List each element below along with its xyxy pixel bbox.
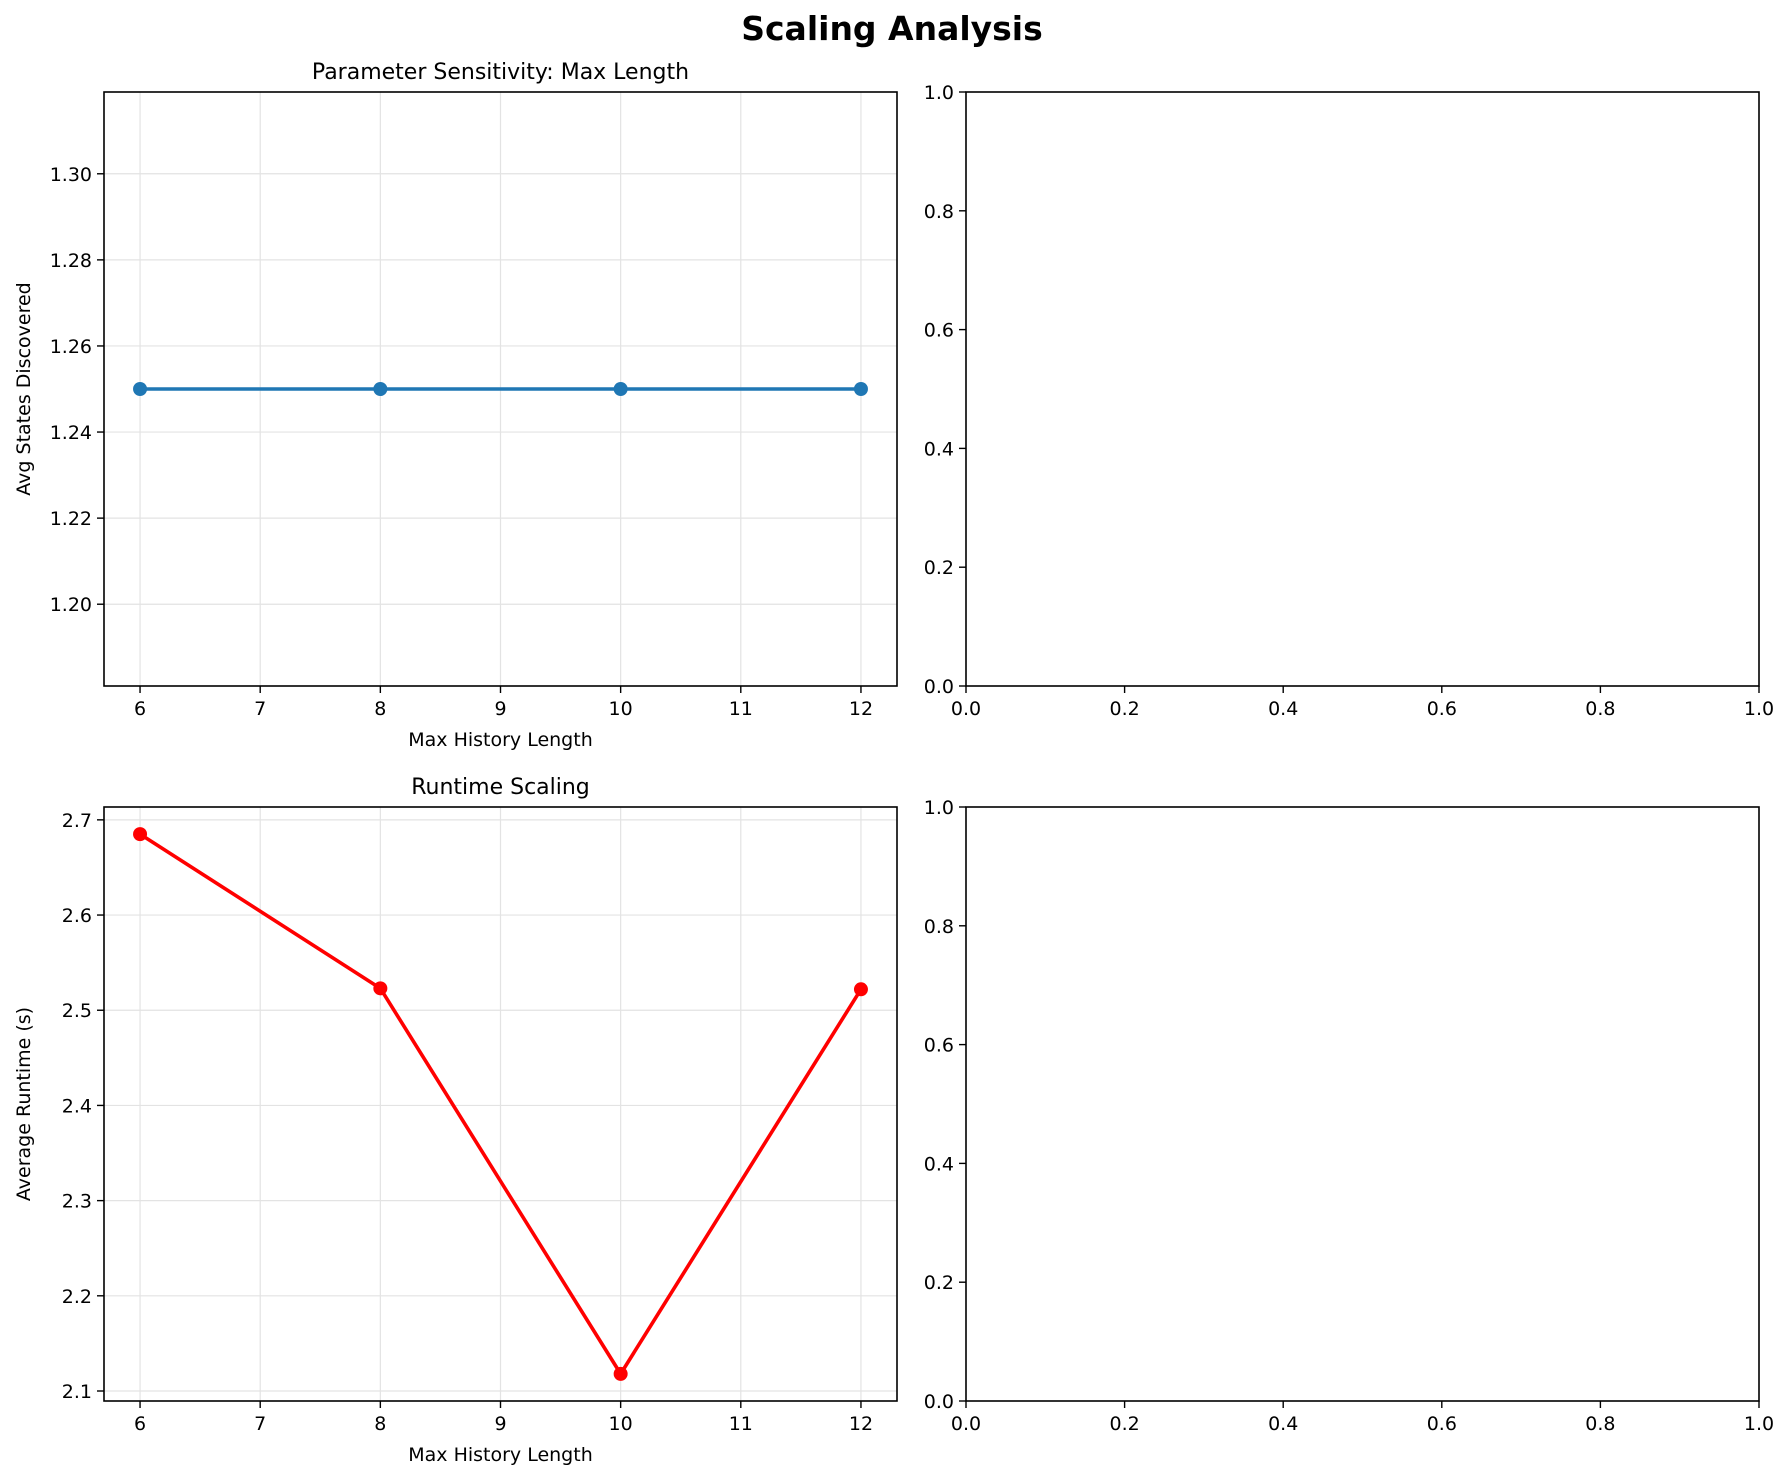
y-tick-label: 1.28 <box>50 250 92 272</box>
x-tick-label: 0.0 <box>951 1413 981 1435</box>
y-tick-label: 1.22 <box>50 508 92 530</box>
x-tick-label: 0.2 <box>1109 1413 1139 1435</box>
data-point <box>133 382 148 396</box>
data-point <box>373 981 388 996</box>
subplot-bottom-right: 0.0 0.2 0.4 0.6 0.8 1.0 0.0 0.2 0.4 0.6 0.8 1.0 <box>924 797 1774 1435</box>
x-tick-label: 1.0 <box>1744 698 1774 720</box>
data-point <box>613 1366 628 1381</box>
x-tick-label: 0.4 <box>1268 698 1298 720</box>
y-tick-label: 2.7 <box>62 810 92 832</box>
y-tick-label: 0.6 <box>924 1035 954 1057</box>
x-axis-label: Max History Length <box>408 729 593 751</box>
y-tick-label: 1.26 <box>50 336 92 358</box>
y-tick-label: 1.20 <box>50 594 92 616</box>
x-tick-label: 0.8 <box>1585 698 1615 720</box>
x-tick-label: 0.0 <box>951 698 981 720</box>
axes-frame <box>965 806 1760 1402</box>
y-tick-label: 0.4 <box>924 1153 954 1175</box>
y-tick-label: 2.5 <box>62 1000 92 1022</box>
subplot-top-left: 6 7 8 9 10 11 12 1.20 1.22 1.24 1.26 1.28 1.30 Parame… <box>13 60 898 751</box>
data-point <box>853 982 868 997</box>
y-tick-label: 0.4 <box>924 438 954 460</box>
y-tick-label: 1.24 <box>50 422 92 444</box>
x-tick-label: 10 <box>609 1413 633 1435</box>
x-tick-label: 9 <box>494 1413 506 1435</box>
x-tick-label: 0.4 <box>1268 1413 1298 1435</box>
x-tick-label: 0.6 <box>1427 1413 1457 1435</box>
y-tick-label: 0.0 <box>924 676 954 698</box>
y-tick-label: 2.4 <box>62 1095 92 1117</box>
x-tick-label: 6 <box>134 698 146 720</box>
y-tick-label: 2.2 <box>62 1286 92 1308</box>
y-tick-label: 0.0 <box>924 1391 954 1413</box>
y-axis-label: Average Runtime (s) <box>13 1007 35 1201</box>
data-point <box>853 382 868 396</box>
y-tick-label: 1.0 <box>924 82 954 104</box>
y-tick-label: 1.30 <box>50 164 92 186</box>
y-tick-label: 2.3 <box>62 1191 92 1213</box>
x-tick-label: 8 <box>374 1413 386 1435</box>
data-point <box>613 382 628 396</box>
y-axis-label: Avg States Discovered <box>13 282 35 495</box>
y-tick-label: 2.1 <box>62 1381 92 1403</box>
axes-title: Parameter Sensitivity: Max Length <box>312 60 689 85</box>
x-tick-label: 6 <box>134 1413 146 1435</box>
y-tick-label: 2.6 <box>62 905 92 927</box>
y-tick-label: 0.2 <box>924 557 954 579</box>
x-tick-label: 7 <box>254 1413 266 1435</box>
subplot-top-right: 0.0 0.2 0.4 0.6 0.8 1.0 0.0 0.2 0.4 0.6 0.8 1.0 <box>924 82 1774 720</box>
y-tick-label: 0.2 <box>924 1272 954 1294</box>
axes-title: Runtime Scaling <box>411 775 590 800</box>
x-tick-label: 12 <box>849 1413 873 1435</box>
data-point <box>373 382 388 396</box>
data-point <box>133 827 148 842</box>
x-tick-label: 11 <box>729 698 753 720</box>
x-tick-label: 0.2 <box>1109 698 1139 720</box>
x-tick-label: 8 <box>374 698 386 720</box>
x-tick-label: 0.8 <box>1585 1413 1615 1435</box>
x-tick-label: 1.0 <box>1744 1413 1774 1435</box>
y-tick-label: 0.8 <box>924 201 954 223</box>
x-tick-label: 11 <box>729 1413 753 1435</box>
subplot-bottom-left: 6 7 8 9 10 11 12 2.1 2.2 2.3 2.4 2.5 2.6 2.7 Runtime S… <box>13 775 898 1466</box>
x-tick-label: 7 <box>254 698 266 720</box>
figure-suptitle: Scaling Analysis <box>741 9 1043 48</box>
y-tick-label: 0.6 <box>924 320 954 342</box>
axes-frame <box>965 91 1760 687</box>
x-tick-label: 0.6 <box>1427 698 1457 720</box>
y-tick-label: 1.0 <box>924 797 954 819</box>
x-tick-label: 10 <box>609 698 633 720</box>
x-tick-label: 12 <box>849 698 873 720</box>
x-axis-label: Max History Length <box>408 1444 593 1466</box>
y-tick-label: 0.8 <box>924 916 954 938</box>
series-line <box>139 832 863 1376</box>
x-tick-label: 9 <box>494 698 506 720</box>
